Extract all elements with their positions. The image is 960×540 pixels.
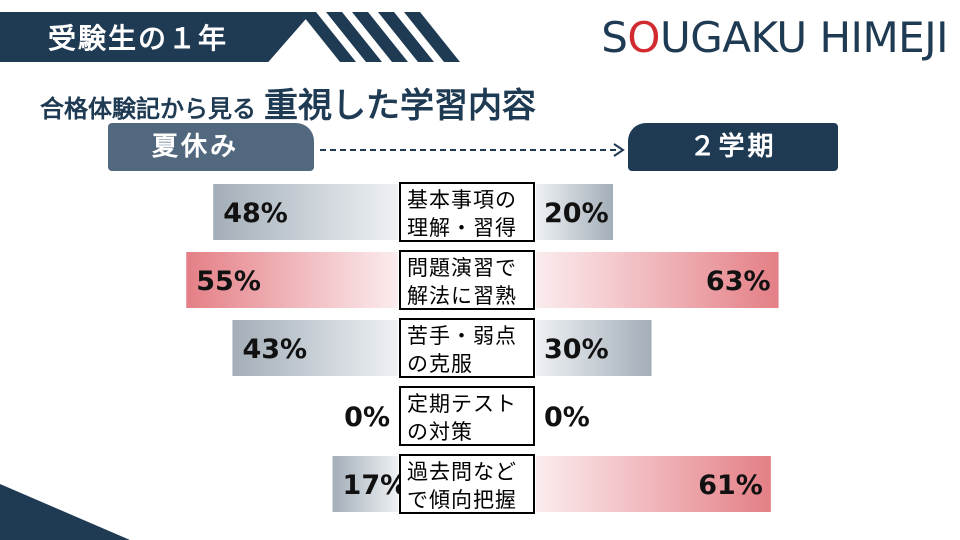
series-second-term: 20% 63% 30% 0% 61%	[536, 184, 779, 512]
logo-suffix: UGAKU HIMEJI	[659, 13, 949, 62]
page-title: 合格体験記から見る 重視した学習内容	[40, 78, 536, 127]
category-label-0: 基本事項の理解・習得	[399, 182, 535, 242]
period-second-term: ２学期	[628, 123, 838, 171]
bar-second-term-2	[536, 320, 652, 376]
value-label-summer-2: 43%	[242, 334, 307, 365]
category-label-line: の克服	[407, 352, 473, 376]
category-label-line: 苦手・弱点	[407, 324, 517, 348]
value-label-second-term-2: 30%	[544, 334, 609, 365]
decorative-stripes	[300, 12, 460, 62]
category-label-3: 定期テスト の対策	[399, 386, 535, 446]
bar-summer-0	[213, 184, 398, 240]
bar-summer-4	[332, 456, 398, 512]
bar-second-term-0	[536, 184, 613, 240]
bar-summer-2	[232, 320, 398, 376]
title-main: 重視した学習内容	[264, 86, 536, 126]
bar-second-term-1	[536, 252, 779, 308]
dashed-arrow	[320, 143, 625, 157]
category-label-1: 問題演習で解法に習熟	[399, 250, 535, 310]
value-label-summer-1: 55%	[196, 266, 261, 297]
category-label-line: 解法に習熟	[407, 284, 517, 308]
value-label-summer-3: 0%	[344, 402, 390, 433]
value-label-summer-0: 48%	[223, 198, 288, 229]
value-label-second-term-1: 63%	[706, 266, 771, 297]
header-banner	[0, 12, 312, 62]
bar-summer-1	[186, 252, 398, 308]
category-label-line: で傾向把握	[407, 488, 517, 512]
value-label-second-term-0: 20%	[544, 198, 609, 229]
category-label-line: 過去問など	[407, 460, 517, 484]
category-label-line: の対策	[407, 420, 473, 444]
decorative-corner	[0, 484, 130, 540]
category-label-line: 理解・習得	[407, 216, 517, 240]
logo-prefix: S	[601, 13, 628, 62]
bar-second-term-4	[536, 456, 771, 512]
logo-o: O	[627, 13, 660, 62]
category-label-line: 定期テスト	[407, 392, 517, 416]
value-label-summer-4: 17%	[343, 470, 408, 501]
category-label-2: 苦手・弱点 の克服	[399, 318, 535, 378]
banner-title: 受験生の１年	[48, 22, 229, 55]
category-label-4: 過去問などで傾向把握	[399, 454, 535, 514]
series-summer: 48% 55% 43% 0% 17%	[186, 184, 407, 512]
value-label-second-term-4: 61%	[698, 470, 763, 501]
value-label-second-term-3: 0%	[544, 402, 590, 433]
brand-logo: SOUGAKU HIMEJI	[601, 10, 948, 66]
category-label-line: 問題演習で	[407, 256, 517, 280]
title-lead: 合格体験記から見る	[40, 95, 256, 123]
category-label-line: 基本事項の	[407, 188, 517, 212]
period-summer: 夏休み	[108, 123, 314, 171]
